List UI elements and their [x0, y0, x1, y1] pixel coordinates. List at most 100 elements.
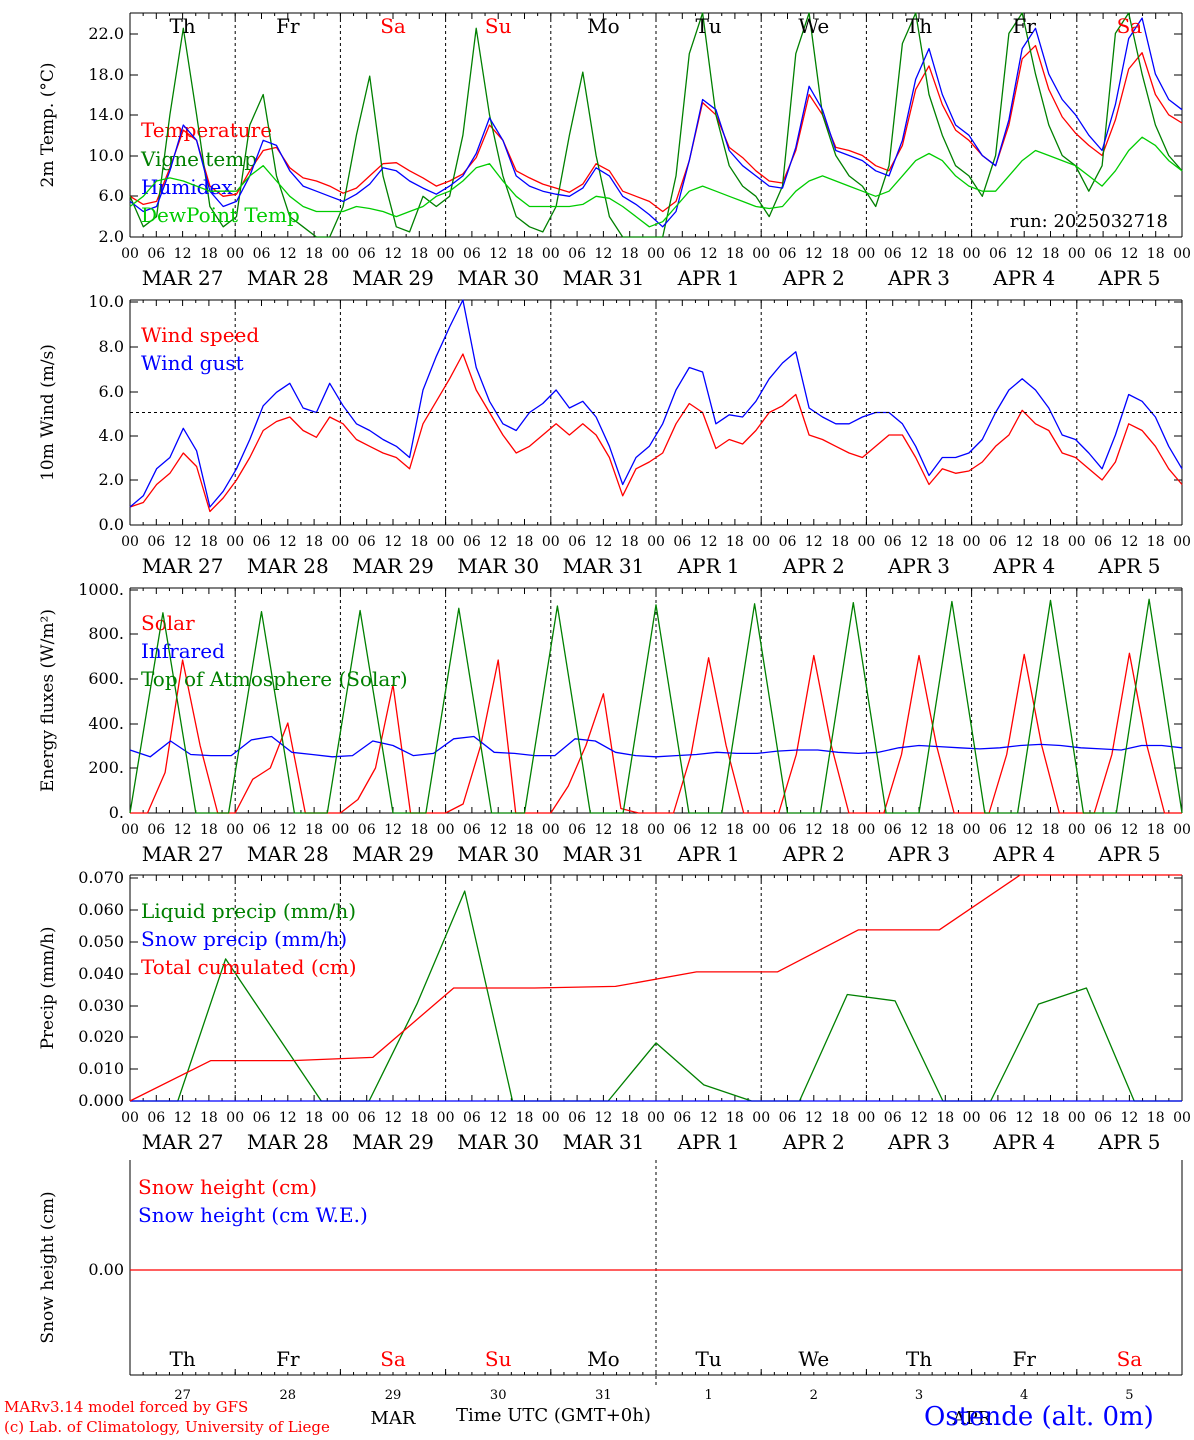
x-hour-label: 18 — [1042, 534, 1060, 550]
x-hour-label: 12 — [489, 822, 507, 838]
x-date-label: MAR 31 — [563, 266, 645, 290]
y-tick-label: 400. — [88, 714, 124, 733]
bottom-day-number: 3 — [915, 1388, 923, 1403]
x-hour-label: 06 — [884, 534, 902, 550]
x-hour-label: 18 — [621, 822, 639, 838]
x-hour-label: 12 — [805, 822, 823, 838]
x-hour-label: 06 — [673, 246, 691, 262]
x-hour-label: 18 — [1147, 822, 1165, 838]
x-hour-label: 00 — [226, 822, 244, 838]
x-hour-label: 12 — [700, 1110, 718, 1126]
weekday-label: We — [798, 14, 829, 38]
x-date-label: APR 4 — [992, 266, 1055, 290]
x-hour-label: 06 — [779, 1110, 797, 1126]
x-date-label: MAR 31 — [563, 554, 645, 578]
x-hour-label: 12 — [1120, 822, 1138, 838]
x-hour-label: 06 — [1094, 822, 1112, 838]
x-hour-label: 12 — [1120, 534, 1138, 550]
x-hour-label: 06 — [779, 246, 797, 262]
x-hour-label: 00 — [226, 1110, 244, 1126]
y-axis-title: Precip (mm/h) — [38, 926, 58, 1049]
x-hour-label: 18 — [410, 534, 428, 550]
y-tick-label: 10.0 — [88, 146, 124, 165]
x-hour-label: 18 — [936, 534, 954, 550]
x-hour-label: 12 — [805, 1110, 823, 1126]
x-date-label: APR 5 — [1097, 842, 1160, 866]
x-hour-label: 06 — [568, 246, 586, 262]
x-hour-label: 12 — [174, 822, 192, 838]
x-hour-label: 06 — [673, 534, 691, 550]
x-date-label: APR 1 — [677, 1130, 740, 1154]
x-hour-label: 18 — [1147, 246, 1165, 262]
x-date-label: APR 3 — [887, 266, 950, 290]
x-hour-label: 12 — [384, 246, 402, 262]
y-tick-label: 0.060 — [78, 900, 124, 919]
x-hour-label: 06 — [253, 822, 271, 838]
x-hour-label: 00 — [437, 246, 455, 262]
x-hour-label: 18 — [410, 822, 428, 838]
x-hour-label: 18 — [831, 822, 849, 838]
x-hour-label: 18 — [1042, 1110, 1060, 1126]
x-hour-label: 06 — [1094, 1110, 1112, 1126]
y-tick-label: 1000. — [78, 580, 124, 599]
bottom-day-number: 5 — [1125, 1388, 1133, 1403]
x-date-label: MAR 29 — [352, 842, 434, 866]
x-hour-label: 12 — [1015, 822, 1033, 838]
x-hour-label: 00 — [963, 1110, 981, 1126]
x-hour-label: 06 — [147, 1110, 165, 1126]
x-hour-label: 00 — [647, 246, 665, 262]
x-date-label: MAR 27 — [142, 266, 224, 290]
legend-label: DewPoint Temp — [141, 203, 300, 227]
y-tick-label: 0.020 — [78, 1027, 124, 1046]
x-hour-label: 12 — [174, 246, 192, 262]
legend-label: Humidex — [141, 175, 233, 199]
x-hour-label: 00 — [226, 246, 244, 262]
legend-label: Wind speed — [141, 323, 259, 347]
x-hour-label: 12 — [279, 1110, 297, 1126]
y-tick-label: 18.0 — [88, 65, 124, 84]
x-hour-label: 12 — [279, 822, 297, 838]
legend-label: Top of Atmosphere (Solar) — [141, 667, 408, 691]
x-hour-label: 06 — [989, 534, 1007, 550]
y-tick-label: 0.00 — [88, 1260, 124, 1279]
x-date-label: MAR 28 — [247, 1130, 329, 1154]
x-hour-label: 12 — [1120, 1110, 1138, 1126]
x-hour-label: 00 — [1173, 534, 1191, 550]
series-line-dewpoint-temp — [129, 136, 1183, 228]
x-hour-label: 18 — [305, 1110, 323, 1126]
x-date-label: APR 1 — [677, 266, 740, 290]
x-date-label: APR 2 — [782, 266, 845, 290]
x-hour-label: 06 — [147, 246, 165, 262]
y-axis-title: 2m Temp. (°C) — [38, 62, 58, 187]
y-axis-title: 10m Wind (m/s) — [38, 344, 58, 481]
weekday-label: Th — [169, 14, 195, 38]
x-hour-label: 00 — [542, 534, 560, 550]
x-hour-label: 18 — [726, 246, 744, 262]
series-line-vigne-temp — [129, 12, 1183, 238]
y-tick-label: 0. — [109, 803, 124, 822]
x-hour-label: 12 — [1015, 534, 1033, 550]
x-hour-label: 12 — [384, 534, 402, 550]
series-line-wind-gust — [129, 299, 1183, 508]
x-hour-label: 06 — [253, 1110, 271, 1126]
x-hour-label: 06 — [673, 822, 691, 838]
y-tick-label: 200. — [88, 758, 124, 777]
x-hour-label: 12 — [279, 534, 297, 550]
y-axis-title: Snow height (cm) — [38, 1191, 58, 1343]
x-hour-label: 06 — [463, 534, 481, 550]
bottom-day-number: 29 — [385, 1388, 402, 1403]
x-date-label: MAR 30 — [457, 554, 539, 578]
x-hour-label: 12 — [174, 1110, 192, 1126]
x-hour-label: 00 — [542, 822, 560, 838]
x-hour-label: 18 — [936, 1110, 954, 1126]
x-hour-label: 06 — [568, 1110, 586, 1126]
x-date-label: APR 2 — [782, 554, 845, 578]
x-hour-label: 06 — [1094, 246, 1112, 262]
x-hour-label: 00 — [752, 534, 770, 550]
y-tick-label: 0.040 — [78, 964, 124, 983]
x-date-label: MAR 30 — [457, 1130, 539, 1154]
weekday-label: Th — [906, 14, 932, 38]
y-tick-label: 22.0 — [88, 24, 124, 43]
x-hour-label: 00 — [226, 534, 244, 550]
x-date-label: MAR 29 — [352, 266, 434, 290]
